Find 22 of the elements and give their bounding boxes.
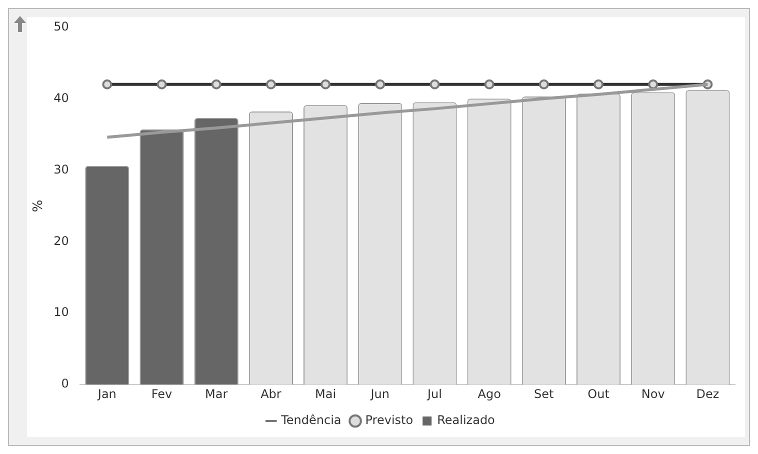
y-tick-label: 20 — [54, 234, 69, 248]
x-tick-label: Nov — [641, 386, 665, 401]
x-tick-label: Mar — [205, 386, 228, 401]
x-tick-label: Dez — [696, 386, 720, 401]
legend-label: Realizado — [437, 413, 495, 428]
x-tick-label: Jul — [426, 386, 442, 401]
legend-label: Tendência — [280, 413, 342, 428]
x-tick-label: Ago — [478, 386, 501, 401]
y-tick-label: 10 — [54, 305, 69, 320]
x-tick-label: Fev — [151, 386, 172, 401]
x-tick-label: Abr — [260, 386, 282, 401]
x-tick-label: Jun — [370, 386, 390, 401]
x-tick-label: Out — [588, 386, 610, 401]
x-tick-label: Jan — [96, 386, 116, 401]
y-tick-label: 50 — [54, 19, 69, 34]
x-tick-label: Mai — [315, 386, 336, 401]
x-tick-label: Set — [534, 386, 554, 401]
y-tick-label: 0 — [61, 376, 69, 391]
y-tick-label: 30 — [54, 162, 69, 176]
y-tick-label: 40 — [54, 90, 69, 105]
y-axis-title: % — [31, 200, 46, 212]
legend-label: Previsto — [365, 413, 414, 428]
